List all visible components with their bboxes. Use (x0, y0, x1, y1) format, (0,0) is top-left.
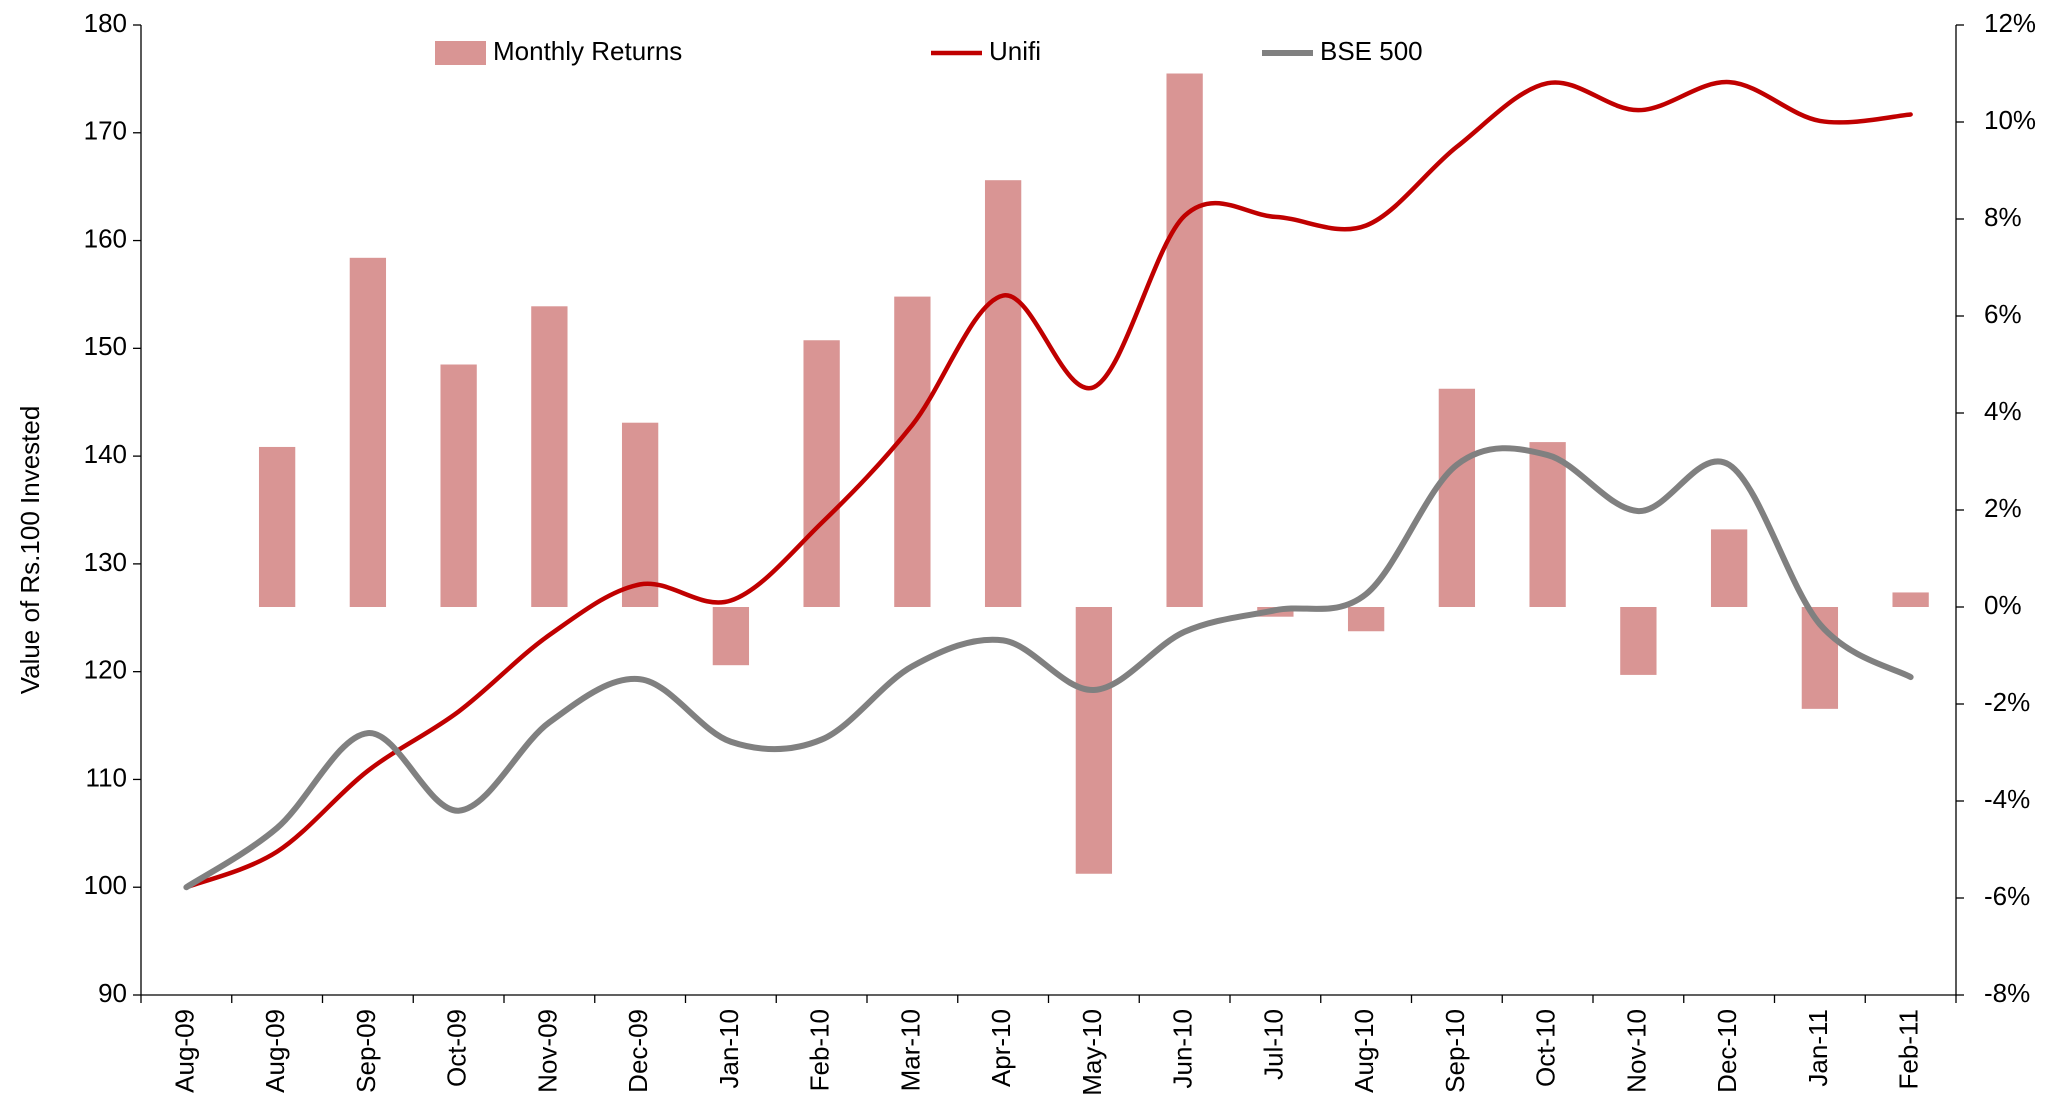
x-tick-label: Oct-09 (442, 1009, 472, 1087)
bar (1166, 73, 1203, 607)
bar (1347, 607, 1385, 632)
bar (349, 257, 387, 607)
y-tick-label: 170 (84, 116, 127, 146)
bar (1620, 607, 1657, 675)
bar (803, 340, 840, 607)
x-tick-label: May-10 (1077, 1009, 1107, 1096)
bar (984, 180, 1022, 607)
legend-label: BSE 500 (1320, 36, 1423, 66)
bar (1529, 442, 1566, 607)
x-tick-label: Apr-10 (986, 1009, 1016, 1087)
x-tick-label: Dec-10 (1712, 1009, 1742, 1093)
x-tick-label: Dec-09 (623, 1009, 653, 1093)
x-tick-label: Sep-10 (1440, 1009, 1470, 1093)
line (183, 445, 1914, 891)
y-tick-label: 100 (84, 870, 127, 900)
bar (1710, 529, 1748, 607)
legend-label: Monthly Returns (493, 36, 682, 66)
y-tick-label: 150 (84, 331, 127, 361)
bar (1075, 607, 1113, 874)
y2-tick-label: 6% (1984, 299, 2022, 329)
x-tick-label: Nov-10 (1621, 1009, 1651, 1093)
y-tick-label: 120 (84, 655, 127, 685)
y2-tick-label: -4% (1984, 784, 2030, 814)
y-axis-label: Value of Rs.100 Invested (15, 406, 45, 695)
x-tick-label: Feb-11 (1894, 1009, 1924, 1089)
bar (712, 607, 750, 666)
bar (258, 446, 296, 607)
x-tick-label: Jan-10 (714, 1009, 744, 1089)
bar (894, 296, 931, 607)
y-tick-label: 130 (84, 547, 127, 577)
x-tick-label: Oct-10 (1531, 1009, 1561, 1087)
bar (1438, 388, 1476, 607)
bar (1892, 592, 1929, 607)
x-tick-label: Aug-09 (260, 1009, 290, 1093)
line (184, 79, 1913, 890)
y2-tick-label: 2% (1984, 493, 2022, 523)
y-tick-label: 110 (86, 762, 127, 792)
x-tick-label: Mar-10 (895, 1009, 925, 1091)
y2-tick-label: 12% (1984, 8, 2036, 38)
y2-tick-label: 8% (1984, 202, 2022, 232)
y-tick-label: 160 (84, 223, 127, 253)
x-tick-label: Aug-10 (1349, 1009, 1379, 1093)
y-tick-label: 180 (84, 8, 127, 38)
y-tick-label: 140 (84, 439, 127, 469)
y2-tick-label: -6% (1984, 881, 2030, 911)
bar (531, 306, 568, 607)
bar (621, 422, 659, 607)
y2-tick-label: -8% (1984, 978, 2030, 1008)
x-tick-label: Nov-09 (532, 1009, 562, 1093)
legend-label: Unifi (989, 36, 1041, 66)
x-tick-label: Jun-10 (1168, 1009, 1198, 1089)
x-tick-label: Feb-10 (805, 1009, 835, 1091)
x-tick-label: Aug-09 (169, 1009, 199, 1093)
x-tick-label: Sep-09 (351, 1009, 381, 1093)
x-tick-label: Jul-10 (1258, 1009, 1288, 1080)
y-tick-label: 90 (98, 978, 127, 1008)
y2-tick-label: 4% (1984, 396, 2022, 426)
x-tick-label: Jan-11 (1803, 1009, 1833, 1087)
y2-tick-label: -2% (1984, 687, 2030, 717)
y2-tick-label: 10% (1984, 105, 2036, 135)
y2-tick-label: 0% (1984, 590, 2022, 620)
legend-swatch (435, 41, 486, 65)
bar (440, 364, 477, 607)
